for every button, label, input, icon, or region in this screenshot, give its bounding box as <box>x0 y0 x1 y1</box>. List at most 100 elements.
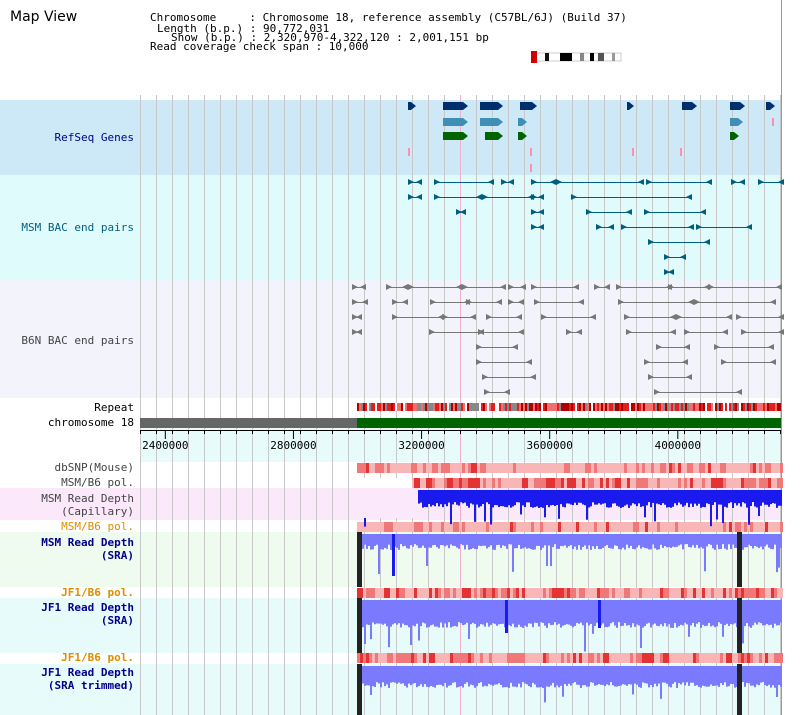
jf1-trim-depth-bar <box>534 666 536 685</box>
jf1-b6-pol2-strip-segment <box>495 653 498 663</box>
dbsnp-strip-segment <box>420 463 423 473</box>
bac-end-marker <box>746 224 752 230</box>
jf1-sra-depth-bar <box>622 600 624 626</box>
jf1-b6-pol2-strip-segment <box>465 653 468 663</box>
repeat-segment <box>547 403 549 411</box>
msm-b6-pol-strip-segment <box>501 478 504 488</box>
msm-b6-pol2-strip-segment <box>750 522 753 532</box>
jf1-trim-depth-bar <box>668 666 670 687</box>
msm-b6-pol2-strip-segment <box>615 522 618 532</box>
jf1-b6-pol2-strip-segment <box>759 653 762 663</box>
gene-strand-arrow <box>498 118 503 126</box>
track-label-jf1-read-depth-sra[interactable]: JF1 Read Depth (SRA) <box>41 601 134 627</box>
jf1-b6-pol2-strip-segment <box>645 653 648 663</box>
track-label-jf1-read-depth-trimmed[interactable]: JF1 Read Depth (SRA trimmed) <box>41 666 134 692</box>
track-label-chromosome[interactable]: chromosome 18 <box>47 416 134 429</box>
msm-b6-pol-strip-segment <box>468 478 471 488</box>
track-label-b6n-bac-end-pairs[interactable]: B6N BAC end pairs <box>21 334 134 347</box>
jf1-trim-depth-bar <box>530 666 532 688</box>
msm-sra-depth-bar <box>480 534 482 547</box>
repeat-segment <box>733 403 735 411</box>
msm-capillary-depth-bar <box>610 490 612 508</box>
jf1-sra-depth-bar <box>750 600 752 628</box>
msm-sra-depth-bar <box>378 534 380 575</box>
track-label-repeat[interactable]: Repeat <box>94 401 134 414</box>
jf1-b6-pol-strip-segment <box>720 588 723 598</box>
jf1-b6-pol2-strip-segment <box>375 653 378 663</box>
track-label-jf1-b6-pol-2[interactable]: JF1/B6 pol. <box>61 651 134 664</box>
jf1-trim-depth-bar <box>712 666 714 686</box>
msm-b6-pol2-strip-segment <box>549 522 552 532</box>
jf1-trim-depth-bar <box>724 666 726 683</box>
jf1-b6-pol2-strip-segment <box>453 653 456 663</box>
jf1-b6-pol-strip-segment <box>372 588 375 598</box>
repeat-segment <box>723 403 725 411</box>
jf1-b6-pol2-strip-segment <box>459 653 462 663</box>
jf1-sra-depth-bar <box>636 600 638 625</box>
jf1-b6-pol-strip-segment <box>465 588 468 598</box>
jf1-b6-pol-strip-segment <box>606 588 609 598</box>
track-label-msm-read-depth-capillary[interactable]: MSM Read Depth (Capillary) <box>41 492 134 518</box>
msm-sra-depth-bar <box>590 534 592 550</box>
jf1-trim-depth-bar <box>366 666 368 686</box>
repeat-segment <box>635 403 637 411</box>
dbsnp-strip-segment <box>519 463 522 473</box>
bac-end-marker <box>518 299 524 305</box>
repeat-segment <box>523 403 525 411</box>
msm-capillary-depth-bar <box>582 490 584 505</box>
msm-capillary-depth-bar <box>694 490 696 504</box>
msm-capillary-depth-bar <box>720 490 722 505</box>
msm-sra-depth-bar <box>776 534 778 573</box>
jf1-trim-depth-bar <box>414 666 416 684</box>
track-label-msm-read-depth-sra[interactable]: MSM Read Depth (SRA) <box>41 536 134 562</box>
jf1-sra-depth-bar <box>496 600 498 626</box>
msm-capillary-depth-bar <box>506 490 508 508</box>
bac-end-marker <box>462 284 468 290</box>
jf1-trim-depth-bar <box>412 666 414 684</box>
msm-b6-pol2-strip-segment <box>729 522 732 532</box>
repeat-segment <box>617 403 619 411</box>
jf1-b6-pol2-strip-segment <box>372 653 375 663</box>
repeat-segment <box>605 403 607 411</box>
jf1-b6-pol2-strip-segment <box>642 653 645 663</box>
msm-sra-depth-bar <box>454 534 456 546</box>
jf1-b6-pol-strip-segment <box>444 588 447 598</box>
jf1-b6-pol2-strip-segment <box>627 653 630 663</box>
repeat-segment <box>371 403 373 411</box>
jf1-b6-pol-strip-segment <box>528 588 531 598</box>
bac-end-marker <box>508 179 514 185</box>
jf1-b6-pol2-strip-segment <box>729 653 732 663</box>
jf1-b6-pol-strip-segment <box>426 588 429 598</box>
gene-strand-arrow <box>734 132 739 140</box>
jf1-sra-depth-bar <box>588 600 590 626</box>
track-label-msm-b6-pol-1[interactable]: MSM/B6 pol. <box>61 476 134 489</box>
msm-b6-pol-strip-segment <box>564 478 567 488</box>
msm-sra-depth-bar <box>734 534 736 548</box>
jf1-b6-pol-strip-segment <box>564 588 567 598</box>
dbsnp-strip-segment <box>474 463 477 473</box>
bac-end-marker <box>392 299 398 305</box>
msm-b6-pol2-strip-segment <box>567 522 570 532</box>
repeat-segment <box>591 403 593 411</box>
jf1-trim-depth-bar <box>460 666 462 687</box>
track-label-jf1-b6-pol-1[interactable]: JF1/B6 pol. <box>61 586 134 599</box>
msm-sra-depth-bar <box>662 534 664 548</box>
track-label-dbsnp[interactable]: dbSNP(Mouse) <box>54 461 134 474</box>
msm-capillary-depth-bar <box>578 490 580 503</box>
repeat-segment <box>507 403 509 411</box>
track-label-msm-bac-end-pairs[interactable]: MSM BAC end pairs <box>21 221 134 234</box>
jf1-b6-pol-strip-segment <box>744 588 747 598</box>
jf1-b6-pol-strip-segment <box>741 588 744 598</box>
msm-b6-pol-strip-segment <box>579 478 582 488</box>
jf1-trim-depth-bar <box>682 666 684 683</box>
msm-sra-depth-bar <box>536 534 538 546</box>
track-label-msm-b6-pol-2[interactable]: MSM/B6 pol. <box>61 520 134 533</box>
jf1-b6-pol2-strip-segment <box>528 653 531 663</box>
jf1-b6-pol2-strip-segment <box>408 653 411 663</box>
repeat-segment <box>599 403 601 411</box>
msm-capillary-depth-bar <box>548 490 550 508</box>
jf1-trim-depth-bar <box>758 666 760 686</box>
repeat-segment <box>673 403 675 411</box>
track-label-refseq-genes[interactable]: RefSeq Genes <box>54 131 134 144</box>
